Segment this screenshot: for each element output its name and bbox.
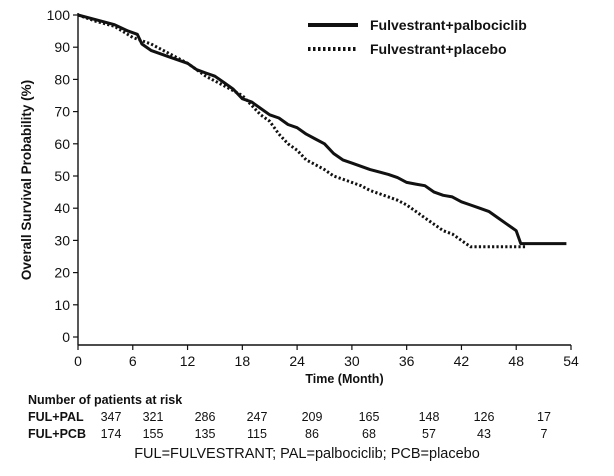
x-axis-title: Time (Month)	[305, 372, 383, 386]
x-tick-label: 36	[399, 353, 415, 369]
y-tick-label: 0	[62, 329, 70, 345]
y-tick-label: 100	[47, 7, 71, 23]
risk-row-label: FUL+PAL	[28, 410, 84, 424]
series-line-placebo	[77, 13, 526, 249]
risk-value: 17	[537, 410, 551, 424]
survival-chart: 0 10 20 30 40 50 60 70 80 90 100 0 6 12 18 24 30 36 42 48 54…	[19, 7, 579, 386]
y-tick-label: 30	[54, 232, 70, 248]
x-tick-label: 54	[563, 353, 579, 369]
risk-value: 86	[305, 427, 319, 441]
risk-value: 7	[540, 427, 548, 441]
risk-value: 126	[473, 410, 495, 424]
risk-value: 165	[358, 410, 380, 424]
footnote: FUL=FULVESTRANT; PAL=palbociclib; PCB=pl…	[134, 446, 480, 462]
y-tick-label: 90	[54, 39, 70, 55]
risk-value: 174	[100, 427, 122, 441]
y-tick-label: 20	[54, 265, 70, 281]
legend-label: Fulvestrant+placebo	[370, 41, 507, 57]
y-tick-label: 80	[54, 71, 70, 87]
y-tick-label: 40	[54, 200, 70, 216]
risk-value: 135	[194, 427, 216, 441]
risk-value: 209	[301, 410, 323, 424]
risk-value: 148	[418, 410, 440, 424]
risk-value: 43	[477, 427, 491, 441]
risk-value: 286	[194, 410, 216, 424]
x-tick-label: 30	[344, 353, 360, 369]
x-tick-label: 12	[180, 353, 196, 369]
x-tick-label: 48	[508, 353, 524, 369]
y-tick-label: 50	[54, 168, 70, 184]
risk-value: 115	[247, 427, 267, 441]
x-tick-label: 0	[74, 353, 82, 369]
risk-value: 57	[422, 427, 436, 441]
risk-row-label: FUL+PCB	[28, 427, 86, 441]
risk-value: 347	[100, 410, 122, 424]
y-tick-label: 70	[54, 104, 70, 120]
x-tick-label: 24	[289, 353, 305, 369]
y-tick-label: 60	[54, 136, 70, 152]
risk-value: 247	[246, 410, 268, 424]
x-tick-label: 42	[454, 353, 470, 369]
x-tick-label: 18	[235, 353, 251, 369]
y-tick-label: 10	[54, 297, 70, 313]
risk-value: 155	[142, 427, 164, 441]
y-axis-title: Overall Survival Probability (%)	[19, 80, 34, 280]
risk-value: 321	[142, 410, 164, 424]
x-tick-label: 6	[129, 353, 137, 369]
risk-value: 68	[362, 427, 376, 441]
risk-table-title: Number of patients at risk	[28, 393, 183, 407]
series-line-palbociclib	[77, 13, 567, 246]
legend-label: Fulvestrant+palbociclib	[370, 17, 527, 33]
